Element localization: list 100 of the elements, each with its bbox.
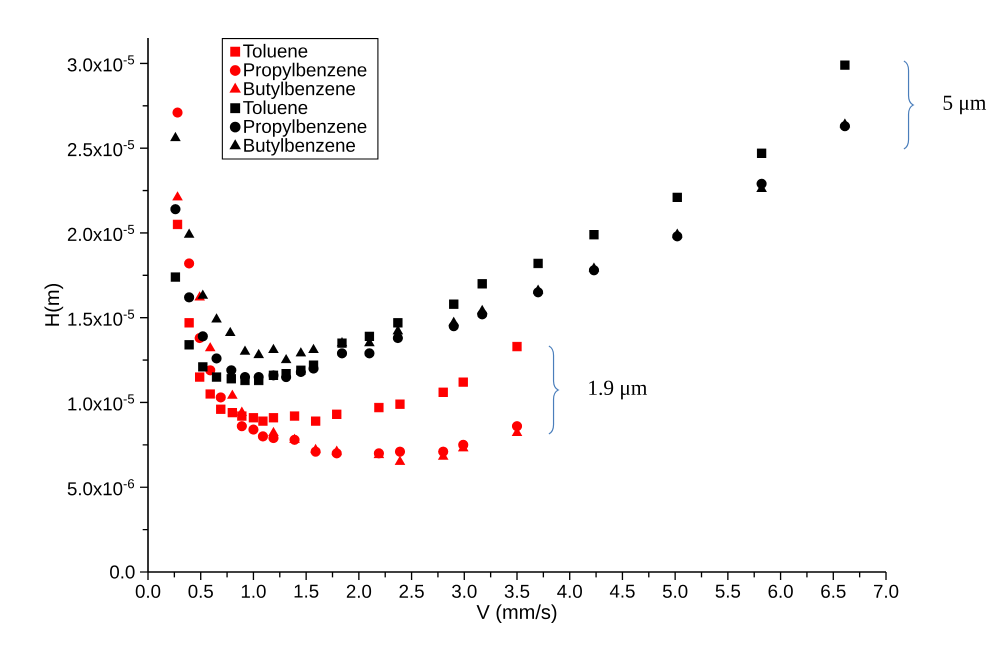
point xyxy=(393,318,403,328)
point xyxy=(588,262,600,272)
point xyxy=(395,400,405,409)
x-tick-label: 4.0 xyxy=(557,584,582,598)
point xyxy=(172,191,183,200)
point xyxy=(308,344,319,353)
legend-label: Toluene xyxy=(243,44,308,58)
point xyxy=(458,377,468,387)
point xyxy=(228,408,238,418)
point xyxy=(198,362,208,372)
point xyxy=(296,347,306,356)
point xyxy=(216,392,226,402)
text: 5 μm xyxy=(944,96,986,114)
point xyxy=(258,416,268,426)
point xyxy=(533,258,543,268)
point xyxy=(184,292,194,302)
point xyxy=(374,402,384,412)
point xyxy=(170,272,180,282)
point xyxy=(672,228,682,238)
point xyxy=(212,372,222,382)
point xyxy=(226,374,236,384)
y-tick-label: 2.0x10$^{-5}$ xyxy=(68,224,134,242)
point xyxy=(194,372,204,382)
x-tick-label: 2.5 xyxy=(400,584,424,598)
point xyxy=(211,314,222,322)
point xyxy=(589,230,599,240)
y-tick-label: 5.0x10$^{-6}$ xyxy=(68,479,134,496)
point xyxy=(840,118,850,128)
x-tick-label: 5.0 xyxy=(662,584,688,598)
point xyxy=(394,456,406,465)
point xyxy=(258,431,268,442)
point xyxy=(236,406,247,416)
point xyxy=(364,348,374,358)
point xyxy=(310,444,321,454)
point xyxy=(392,332,403,344)
point xyxy=(332,410,342,420)
legend-label: Butylbenzene xyxy=(244,82,355,99)
point xyxy=(227,390,238,399)
point xyxy=(198,331,208,342)
point xyxy=(840,60,850,70)
x-tick-label: 7.0 xyxy=(874,584,898,598)
point xyxy=(216,404,226,414)
point xyxy=(332,446,342,455)
y-tick-label: 0.0 xyxy=(110,565,135,579)
point xyxy=(170,132,181,142)
x-tick-label: 6.5 xyxy=(821,584,846,598)
y-axis-title: H(m) xyxy=(44,284,64,326)
x-tick-label: 5.5 xyxy=(716,584,740,598)
point xyxy=(268,413,278,422)
point xyxy=(240,346,250,355)
point xyxy=(236,421,247,432)
y-tick-label: 3.0x10$^{-5}$ xyxy=(68,55,134,72)
point xyxy=(336,348,348,358)
point xyxy=(206,389,215,399)
point xyxy=(184,258,194,269)
point xyxy=(310,416,320,426)
legend-label: Propylbenzene xyxy=(244,119,366,137)
point xyxy=(184,318,194,328)
point xyxy=(198,290,208,299)
point xyxy=(532,284,544,294)
point xyxy=(448,316,459,326)
x-tick-label: 3.5 xyxy=(504,584,530,598)
point xyxy=(478,279,487,288)
point xyxy=(254,349,264,358)
point xyxy=(205,342,216,352)
point xyxy=(672,192,682,202)
x-tick-label: 0.0 xyxy=(136,584,160,598)
point xyxy=(248,413,258,422)
x-tick-label: 3.0 xyxy=(452,584,477,598)
legend-label: Toluene xyxy=(243,100,308,114)
point xyxy=(268,344,279,353)
point xyxy=(394,446,406,457)
point xyxy=(184,340,194,350)
point xyxy=(290,411,300,421)
point xyxy=(170,204,180,214)
point xyxy=(512,342,522,352)
y-tick-label: 1.0x10$^{-5}$ xyxy=(68,394,134,411)
y-tick-label: 1.5x10$^{-5}$ xyxy=(68,310,134,326)
point xyxy=(280,354,292,364)
x-tick-label: 1.5 xyxy=(294,584,318,598)
x-tick-label: 4.5 xyxy=(610,584,635,598)
point xyxy=(225,327,236,336)
point xyxy=(756,148,766,158)
x-tick-label: 2.0 xyxy=(346,584,372,598)
legend-label: Butylbenzene xyxy=(244,138,355,156)
y-tick-label: 2.5x10$^{-5}$ xyxy=(68,140,134,156)
point xyxy=(268,427,279,436)
annotation: 1.9 μm xyxy=(589,380,648,400)
point xyxy=(211,353,222,364)
legend-label: Propylbenzene xyxy=(244,62,366,80)
point xyxy=(248,424,259,435)
point xyxy=(184,228,194,238)
point xyxy=(477,305,488,314)
x-tick-label: 1.0 xyxy=(242,584,266,598)
x-axis-title: V (mm/s) xyxy=(476,604,556,624)
point xyxy=(449,299,458,309)
x-tick-label: 6.0 xyxy=(768,584,793,598)
point xyxy=(226,365,236,376)
x-tick-label: 0.5 xyxy=(188,584,213,598)
point xyxy=(438,388,448,397)
